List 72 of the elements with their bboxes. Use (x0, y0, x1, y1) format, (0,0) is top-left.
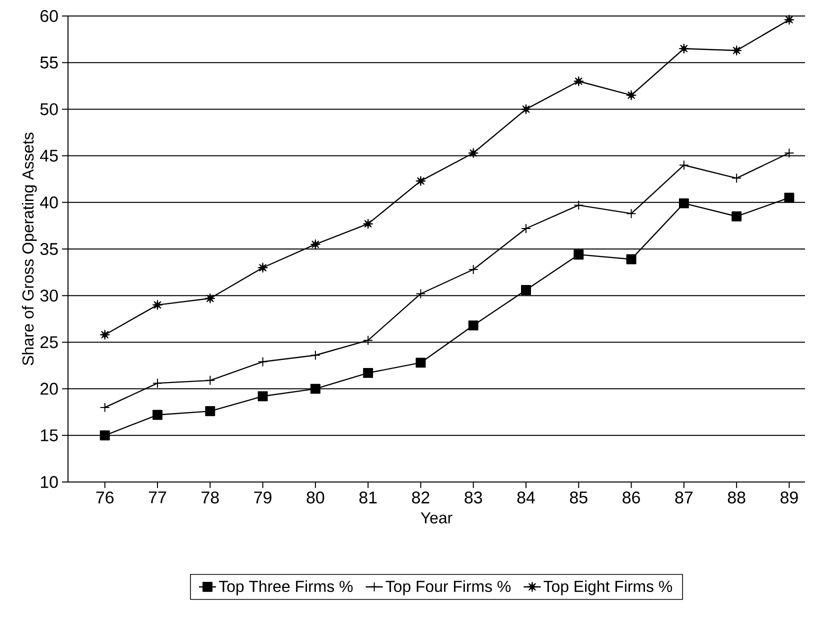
point (363, 335, 374, 346)
x-tick-label: 86 (622, 491, 640, 504)
x-tick-label: 84 (517, 491, 535, 504)
point (416, 176, 426, 186)
x-tick-label: 87 (675, 491, 692, 504)
point (784, 14, 794, 25)
x-tick-label: 88 (728, 491, 746, 504)
point (205, 406, 216, 416)
y-axis-title: Share of Gross Operating Assets (22, 132, 37, 366)
legend-label: Top Three Firms % (218, 580, 353, 596)
point (205, 375, 216, 386)
point (678, 44, 689, 54)
y-tick-label: 30 (40, 290, 58, 302)
point (626, 90, 636, 100)
point (258, 356, 268, 367)
point (521, 224, 531, 234)
point (258, 391, 268, 402)
point (678, 160, 689, 170)
legend-label: Top Eight Firms % (544, 580, 672, 596)
point (521, 104, 531, 114)
point (152, 378, 162, 388)
point (678, 198, 689, 208)
point (100, 330, 110, 340)
point (152, 410, 162, 420)
legend-label: Top Four Firms % (386, 580, 511, 596)
y-tick-label: 20 (40, 382, 58, 395)
point (100, 402, 110, 412)
point (416, 358, 426, 368)
y-tick-label: 45 (40, 150, 58, 162)
x-tick-label: 89 (780, 491, 798, 504)
point (732, 46, 742, 56)
y-tick-label: 55 (40, 56, 58, 69)
point (152, 300, 162, 310)
x-tick-label: 81 (359, 491, 377, 504)
point (732, 173, 742, 184)
point (521, 285, 531, 295)
point (416, 288, 426, 299)
y-tick-label: 15 (40, 429, 58, 442)
point (574, 200, 584, 210)
x-tick-label: 80 (306, 491, 324, 504)
point (205, 293, 216, 304)
x-axis-title: Year (420, 512, 452, 524)
point (626, 254, 636, 264)
point (258, 262, 268, 273)
y-tick-label: 40 (40, 196, 58, 208)
point (574, 76, 584, 86)
y-tick-label: 25 (40, 336, 58, 348)
point (363, 368, 374, 378)
x-tick-label: 83 (464, 491, 482, 504)
x-tick-label: 79 (254, 491, 272, 504)
point (310, 239, 320, 250)
x-tick-label: 78 (202, 491, 219, 504)
y-tick-label: 50 (40, 103, 58, 116)
point (310, 350, 320, 360)
x-tick-label: 77 (148, 491, 166, 504)
point (574, 250, 584, 260)
point (784, 192, 794, 203)
x-tick-label: 76 (96, 491, 114, 504)
point (468, 148, 478, 158)
point (310, 384, 320, 394)
x-tick-label: 85 (570, 491, 588, 504)
point (468, 264, 478, 274)
point (363, 218, 374, 229)
point (732, 211, 742, 222)
y-tick-label: 10 (40, 476, 58, 488)
y-tick-label: 60 (40, 10, 58, 22)
x-tick-label: 82 (412, 491, 430, 504)
y-tick-label: 35 (40, 243, 58, 255)
point (468, 320, 478, 330)
point (100, 430, 110, 440)
point (784, 148, 794, 158)
point (626, 208, 636, 219)
